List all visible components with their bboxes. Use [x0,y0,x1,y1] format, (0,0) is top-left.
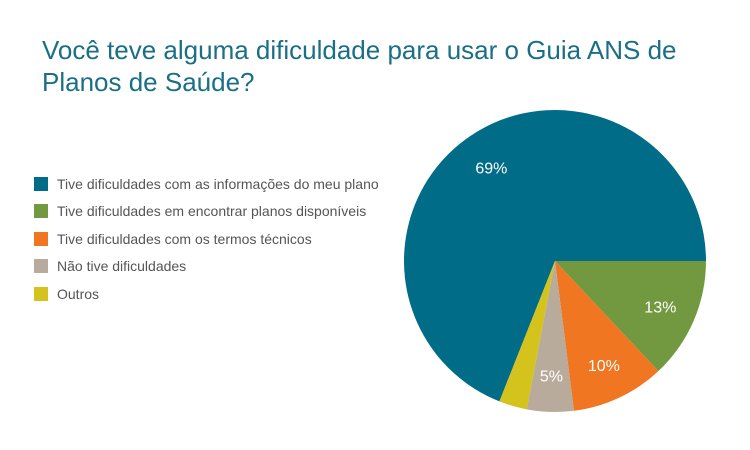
pie-slice [555,261,659,411]
legend-label: Tive dificuldades com os termos técnicos [57,230,312,247]
legend-item: Tive dificuldades com as informações do … [34,170,379,198]
slice-value-label: 69% [475,160,507,177]
pie-slice [499,261,555,410]
slice-value-label: 10% [588,358,620,375]
legend-swatch [34,204,48,219]
pie-slice [555,261,706,372]
legend: Tive dificuldades com as informações do … [34,170,379,308]
pie-slice [404,109,706,402]
legend-swatch [34,231,48,246]
legend-swatch [34,176,48,191]
legend-item: Não tive dificuldades [34,253,379,281]
legend-label: Não tive dificuldades [57,258,187,275]
slice-value-label: 13% [644,300,676,317]
chart-title: Você teve alguma dificuldade para usar o… [42,35,677,97]
legend-item: Tive dificuldades em encontrar planos di… [34,198,379,226]
legend-swatch [34,286,48,301]
legend-label: Tive dificuldades com as informações do … [57,175,379,192]
legend-swatch [34,259,48,274]
slice-value-label: 5% [540,369,563,386]
pie-slice [526,261,574,412]
legend-label: Tive dificuldades em encontrar planos di… [57,203,367,220]
legend-item: Outros [34,280,379,308]
legend-label: Outros [57,285,100,302]
legend-item: Tive dificuldades com os termos técnicos [34,225,379,253]
